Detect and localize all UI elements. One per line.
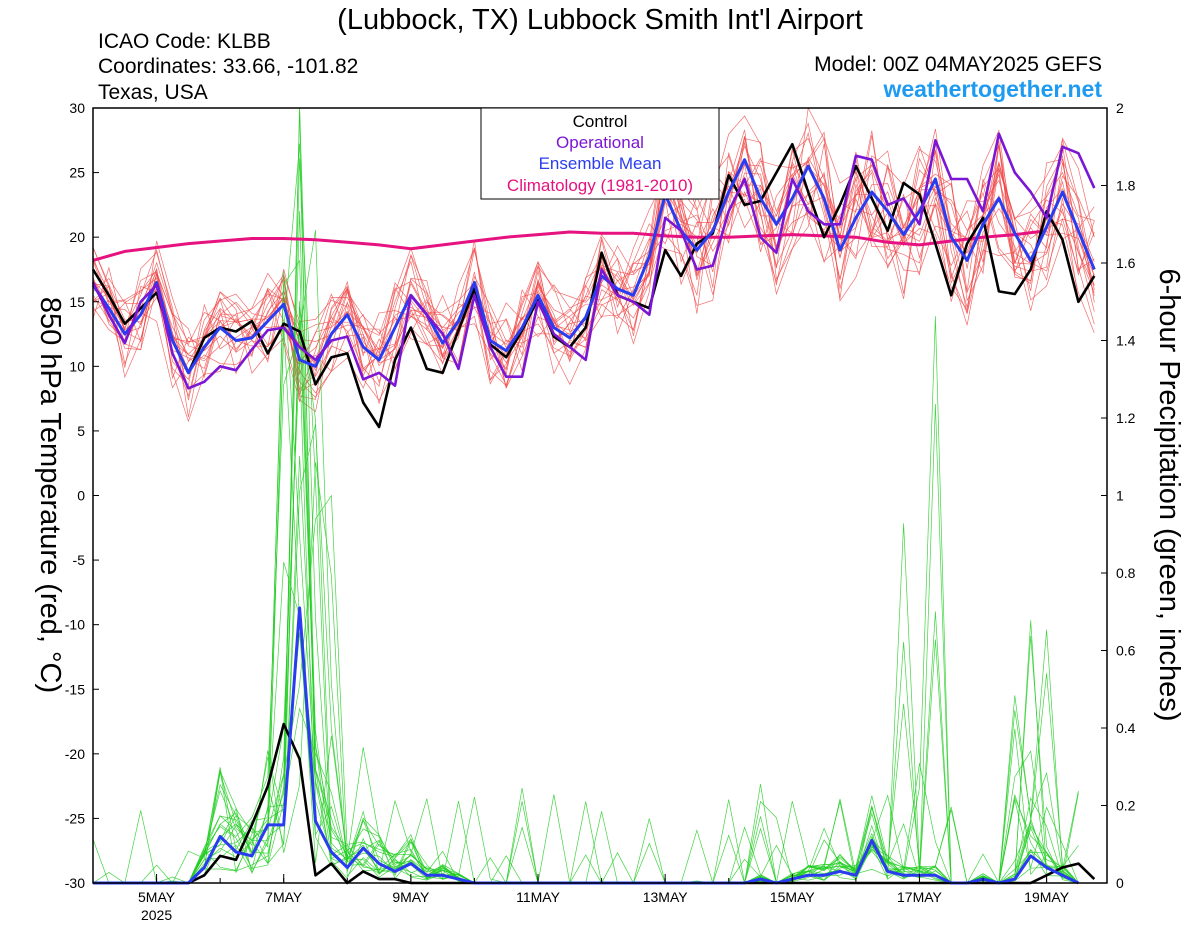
right-tick-label: 1.6 [1116,255,1136,271]
climatology-line [92,229,1047,262]
precipitation-member-line [93,306,1079,884]
left-tick-label: 10 [69,358,85,374]
left-tick-label: -15 [65,681,85,697]
x-tick-year: 2025 [141,907,172,923]
chart-header: (Lubbock, TX) Lubbock Smith Int'l Airpor… [98,4,1102,104]
precipitation-member-line [92,357,1079,885]
legend-control: Control [573,112,628,131]
x-tick-label: 7MAY [265,889,303,905]
precipitation-member-line [93,316,1079,884]
left-tick-label: -20 [65,746,85,762]
precipitation-member-line [93,323,1079,884]
ensemble-members-precipitation [92,107,1079,885]
x-tick-label: 13MAY [643,889,689,905]
right-tick-label: 0.2 [1116,798,1136,814]
legend-climatology: Climatology (1981-2010) [507,176,693,195]
right-tick-label: 1.2 [1116,410,1136,426]
left-tick-label: -30 [65,875,85,891]
x-tick-label: 9MAY [392,889,430,905]
left-axis-label: 850 hPa Temperature (red, °C) [34,297,66,693]
precipitation-member-line [93,562,1079,884]
model-run: Model: 00Z 04MAY2025 GEFS [814,53,1102,76]
site-name[interactable]: weathertogether.net [882,76,1102,102]
left-tick-label: 30 [69,100,85,116]
left-tick-label: -25 [65,810,85,826]
right-tick-label: 1.4 [1116,333,1136,349]
precipitation-member-line [93,107,1079,884]
precipitation-member-line [93,158,1079,884]
chart-title: (Lubbock, TX) Lubbock Smith Int'l Airpor… [337,4,863,36]
left-tick-label: 25 [69,165,85,181]
right-tick-label: 0 [1116,875,1124,891]
precipitation-member-line [93,320,1079,884]
right-tick-label: 2 [1116,100,1124,116]
right-axis-label: 6-hour Precipitation (green, inches) [1153,269,1185,722]
left-tick-label: -5 [73,552,86,568]
x-tick-label: 19MAY [1024,889,1070,905]
left-tick-label: 5 [77,423,85,439]
x-tick-label: 17MAY [897,889,943,905]
precipitation-member-line [93,424,1079,884]
operational-line [91,132,1096,390]
right-tick-label: 0.4 [1116,720,1136,736]
region: Texas, USA [98,81,208,104]
precipitation-member-line [93,301,1079,884]
right-tick-label: 1 [1116,488,1124,504]
left-tick-label: 20 [69,229,85,245]
precipitation-member-line [93,143,1079,884]
x-tick-label: 5MAY [138,889,176,905]
x-axis: 5MAY 2025 7MAY 9MAY 11MAY 13MAY 15MAY 17MAY 19MA… [138,874,1070,923]
icao-code: ICAO Code: KLBB [98,30,271,53]
x-tick-label: 15MAY [770,889,816,905]
left-tick-label: 0 [77,488,85,504]
precipitation-member-line [93,107,1079,884]
control-precip-line [93,722,1096,885]
left-tick-label: 15 [69,294,85,310]
right-tick-label: 0.6 [1116,643,1136,659]
legend-box [480,107,720,200]
precipitation-member-line [93,403,1079,884]
coordinates: Coordinates: 33.66, -101.82 [98,55,358,78]
legend: Control Operational Ensemble Mean Climat… [480,107,720,200]
right-tick-label: 1.8 [1116,178,1136,194]
right-tick-label: 0.8 [1116,565,1136,581]
plot-frame [92,107,1108,884]
right-axis: 2 1.8 1.6 1.4 1.2 1 0.8 0.6 0.4 0.2 0 [1101,100,1136,891]
legend-ensemble-mean: Ensemble Mean [539,154,662,173]
ensemble-mean-line [91,158,1096,375]
x-tick-label: 11MAY [516,889,560,905]
left-axis: 30 25 20 15 10 5 0 -5 -10 -15 -20 -25 -30 [65,100,99,891]
control-line [91,142,1096,429]
left-tick-label: -10 [65,617,85,633]
legend-operational: Operational [556,133,644,152]
temperature-member-line [92,152,1095,400]
